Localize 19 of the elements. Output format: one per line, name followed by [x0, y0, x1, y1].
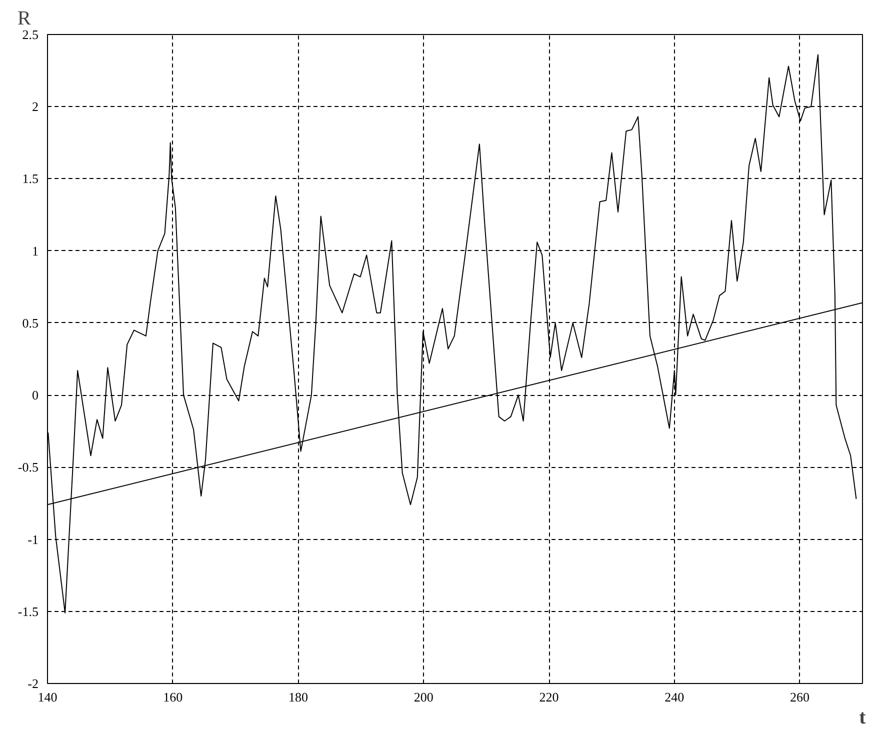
y-tick-label: 2.5	[22, 27, 38, 42]
x-axis-title: t	[859, 706, 866, 728]
x-tick-label: 180	[288, 690, 308, 704]
x-tick-label: 160	[163, 690, 183, 704]
x-tick-label: 220	[539, 690, 559, 704]
y-tick-label: 1	[32, 243, 38, 258]
y-tick-label: -0.5	[18, 460, 39, 475]
y-tick-label: 1.5	[22, 171, 38, 186]
y-axis-title: R	[18, 8, 32, 30]
y-tick-label: 0.5	[22, 315, 38, 330]
y-tick-label: 0	[32, 388, 38, 403]
x-tick-label: 200	[414, 690, 434, 704]
y-tick-label: -2	[28, 676, 39, 691]
y-tick-label: 2	[32, 99, 38, 114]
y-tick-label: -1.5	[18, 604, 39, 619]
x-tick-label: 260	[790, 690, 810, 704]
x-tick-label: 140	[38, 690, 58, 704]
y-tick-label: -1	[28, 532, 39, 547]
x-tick-label: 240	[664, 690, 684, 704]
